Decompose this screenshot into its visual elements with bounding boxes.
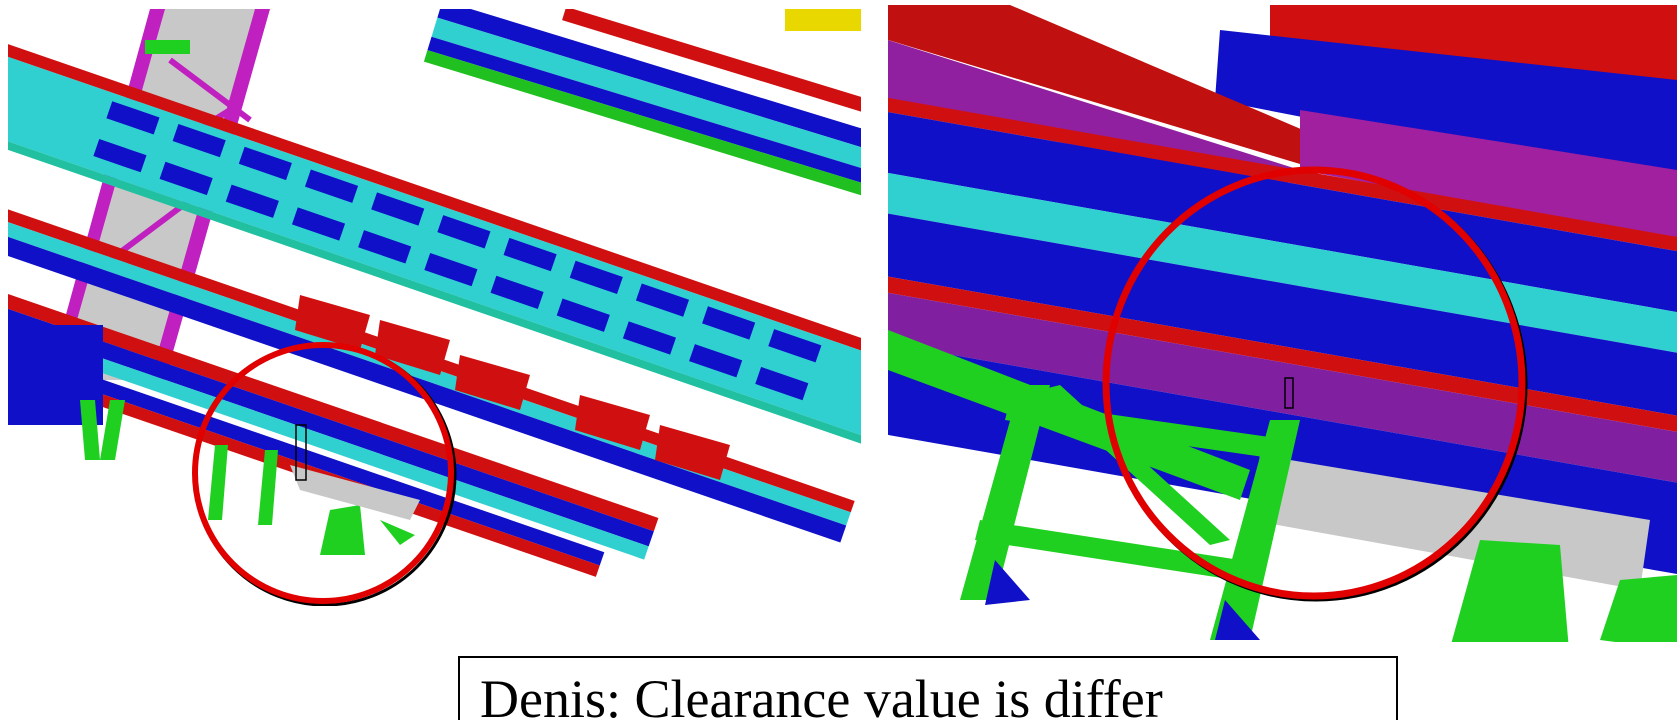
caption: Denis: Clearance value is differ (458, 656, 1398, 720)
left-view (8, 9, 861, 606)
